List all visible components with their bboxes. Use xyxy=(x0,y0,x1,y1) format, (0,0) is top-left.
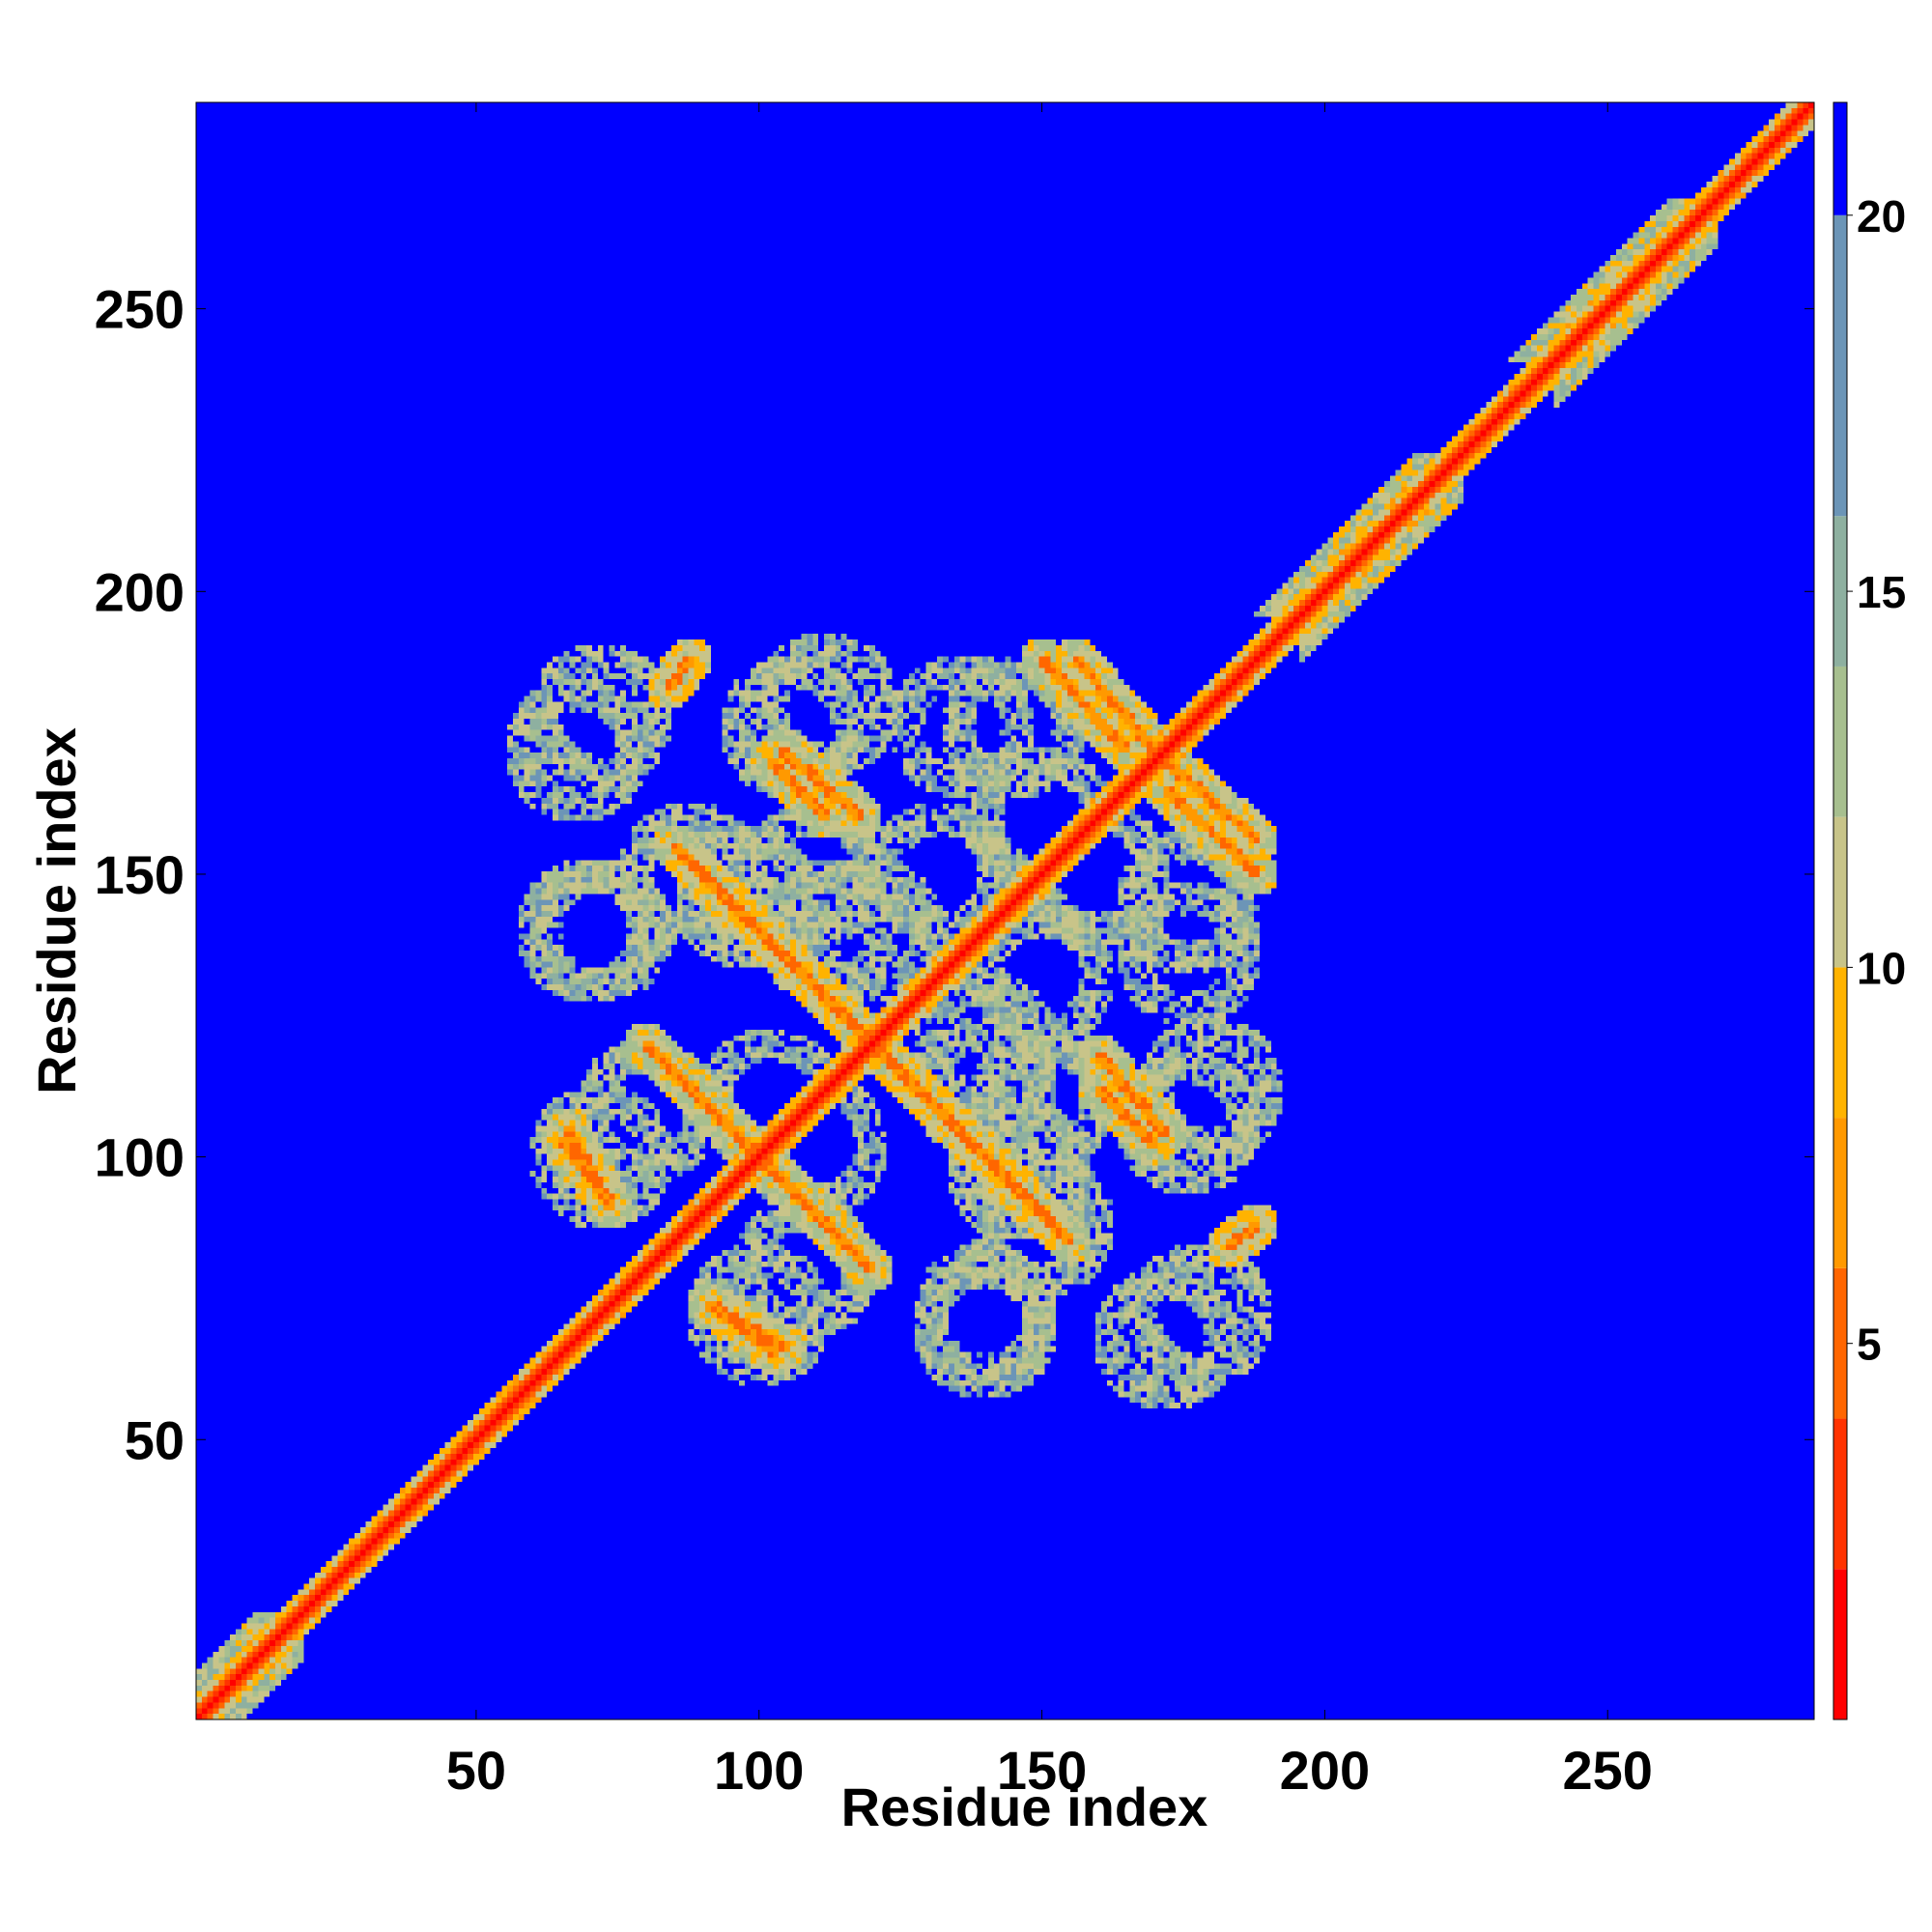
y-tick-label: 200 xyxy=(95,561,185,622)
colorbar-segment xyxy=(1833,1569,1847,1719)
y-tick-label: 150 xyxy=(95,844,185,905)
y-axis: 50 100 150 200 250 xyxy=(95,279,1814,1470)
colorbar-segment xyxy=(1833,1118,1847,1268)
y-tick-label: 100 xyxy=(95,1127,185,1188)
colorbar-segment xyxy=(1833,1267,1847,1419)
colorbar-frame xyxy=(1833,101,1848,1720)
x-tick-label: 100 xyxy=(714,1740,804,1801)
colorbar-segment xyxy=(1833,1418,1847,1570)
x-tick-label: 50 xyxy=(446,1740,506,1801)
heatmap-cells xyxy=(196,102,1814,1719)
y-tick-label: 50 xyxy=(125,1409,185,1470)
colorbar-segment xyxy=(1833,516,1847,667)
colorbar-tick-label: 20 xyxy=(1857,191,1906,242)
x-tick-label: 200 xyxy=(1280,1740,1370,1801)
x-axis: 50 100 150 200 250 xyxy=(446,102,1653,1801)
colorbar-segment xyxy=(1833,102,1847,215)
x-tick-label: 150 xyxy=(997,1740,1087,1801)
colorbar-tick-label: 10 xyxy=(1857,943,1906,993)
y-tick-label: 250 xyxy=(95,279,185,340)
colorbar-tick-label: 15 xyxy=(1857,567,1906,617)
colorbar-segment xyxy=(1833,666,1847,817)
x-tick-label: 250 xyxy=(1563,1740,1653,1801)
x-axis-label: Residue index xyxy=(841,1776,1208,1837)
colorbar: 5 10 15 20 xyxy=(1833,101,1906,1720)
colorbar-segment xyxy=(1833,967,1847,1119)
colorbar-segment xyxy=(1833,214,1847,517)
plot-frame xyxy=(195,101,1815,1720)
colorbar-segment xyxy=(1833,816,1847,968)
y-axis-label: Residue index xyxy=(26,727,87,1094)
heatmap-image xyxy=(196,102,1814,1719)
colorbar-tick-label: 5 xyxy=(1857,1320,1882,1370)
